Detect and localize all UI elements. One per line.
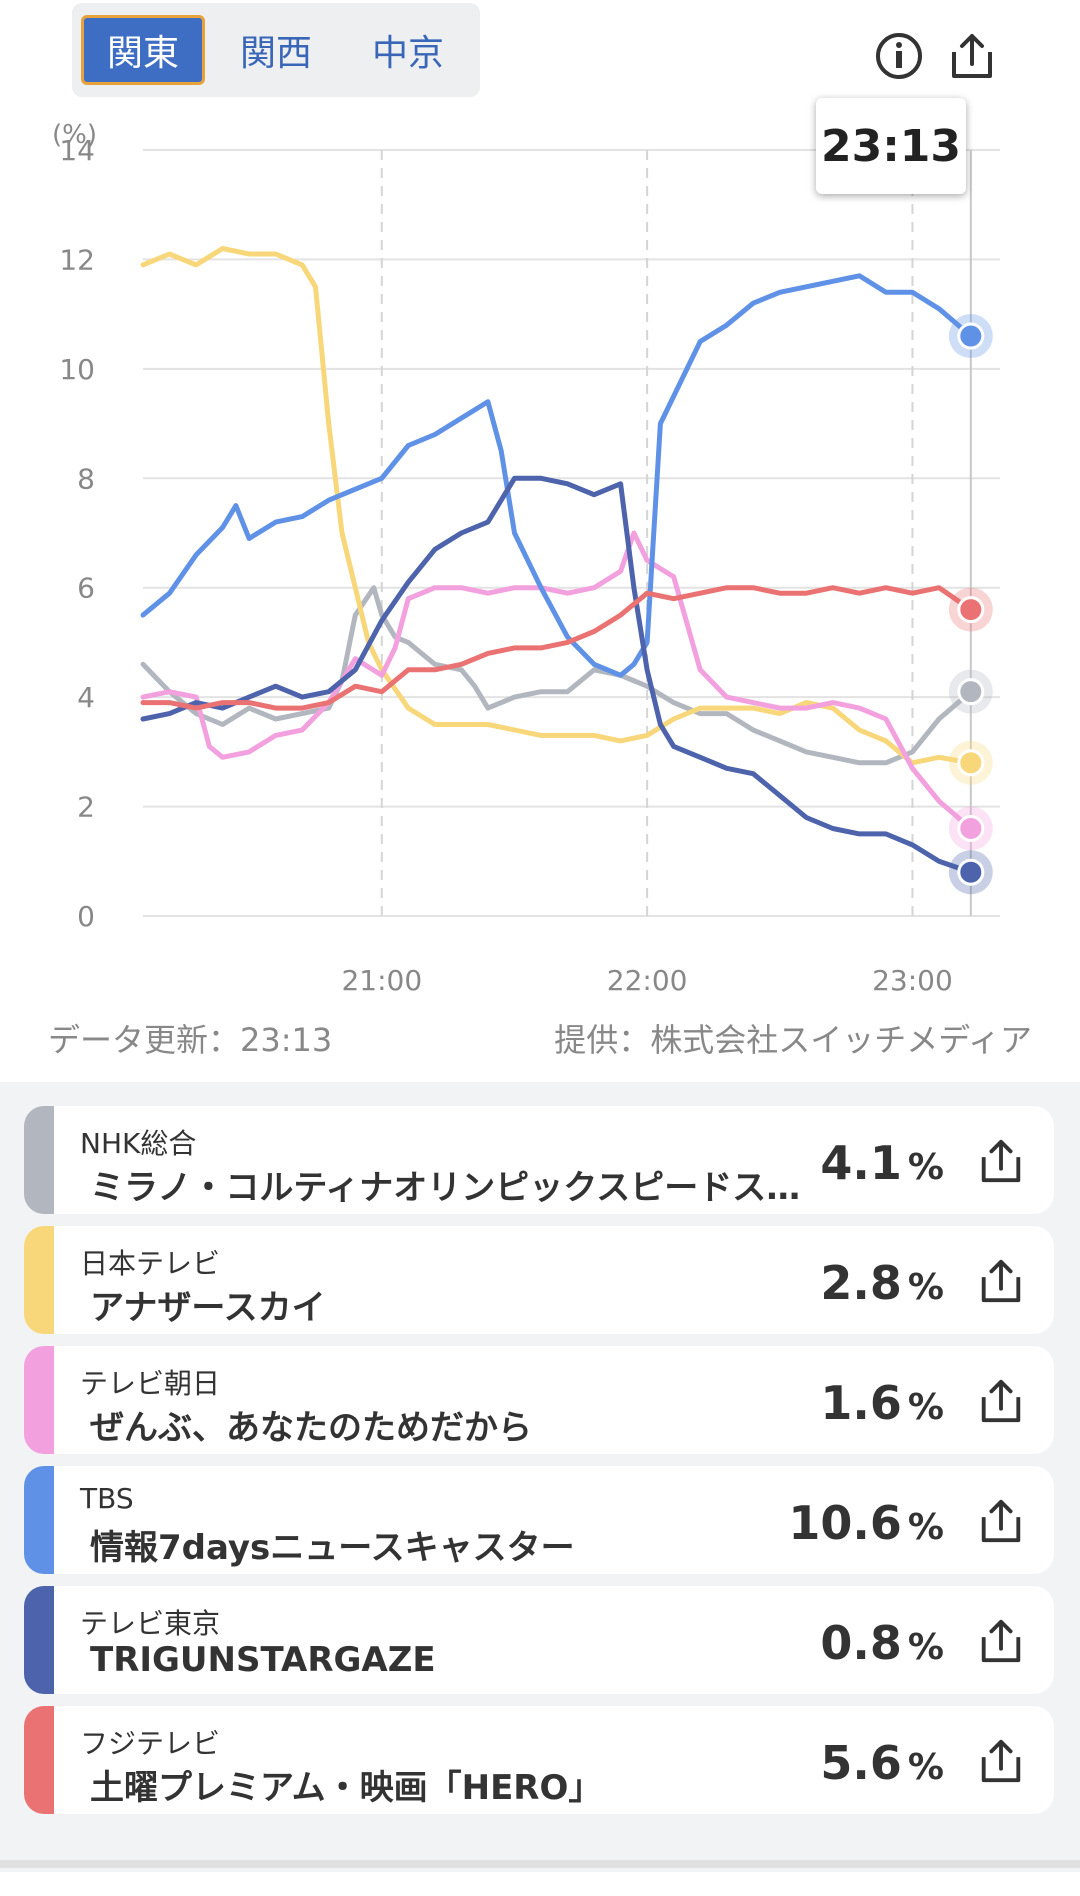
- series-end-point: [957, 678, 985, 706]
- share-icon[interactable]: [976, 1136, 1026, 1186]
- station-name: NHK総合: [80, 1127, 197, 1160]
- update-time-label: データ更新：23:13: [48, 1021, 333, 1059]
- y-tick-label: 4: [77, 681, 95, 714]
- y-tick-label: 12: [59, 243, 95, 276]
- channel-color-stripe: [24, 1586, 54, 1694]
- share-icon[interactable]: [976, 1376, 1026, 1426]
- program-title: TRIGUNSTARGAZE: [90, 1640, 436, 1680]
- share-icon[interactable]: [976, 1736, 1026, 1786]
- channel-color-stripe: [24, 1106, 54, 1214]
- share-icon[interactable]: [976, 1256, 1026, 1306]
- station-name: テレビ朝日: [80, 1367, 221, 1400]
- y-tick-label: 0: [77, 900, 95, 933]
- tab-kansai[interactable]: 関西: [239, 33, 312, 74]
- x-tick-label: 22:00: [607, 964, 688, 997]
- series-line: [140, 530, 974, 831]
- series-end-point: [957, 322, 985, 350]
- rating-value: 2.8%: [820, 1256, 944, 1310]
- channel-card[interactable]: テレビ東京 TRIGUNSTARGAZE 0.8%: [24, 1586, 1054, 1694]
- channel-color-stripe: [24, 1346, 54, 1454]
- channel-color-stripe: [24, 1706, 54, 1814]
- provider-label: 提供：株式会社スイッチメディア: [554, 1021, 1032, 1059]
- channel-card[interactable]: TBS 情報7daysニュースキャスター 10.6%: [24, 1466, 1054, 1574]
- station-name: 日本テレビ: [80, 1247, 221, 1280]
- chart-series: [140, 246, 974, 875]
- x-tick-label: 23:00: [872, 964, 953, 997]
- y-tick-label: 8: [77, 462, 95, 495]
- chart-markers: [948, 314, 993, 895]
- y-tick-label: 10: [59, 353, 95, 386]
- channel-color-stripe: [24, 1226, 54, 1334]
- y-tick-label: 6: [77, 572, 95, 605]
- channel-card[interactable]: テレビ朝日ぜんぶ、あなたのためだから 1.6%: [24, 1346, 1054, 1454]
- rating-value: 4.1%: [820, 1136, 944, 1190]
- rating-chart: 0 2 4 6 8 10 12 14(%) 21:00 22:00 23:00: [52, 120, 1000, 997]
- time-tooltip: 23:13: [816, 98, 966, 194]
- program-title: 土曜プレミアム・映画「HERO」: [90, 1768, 603, 1808]
- info-icon[interactable]: [873, 30, 925, 82]
- series-end-point: [957, 749, 985, 777]
- series-line: [140, 475, 974, 875]
- program-title: ぜんぶ、あなたのためだから: [90, 1408, 532, 1448]
- share-icon[interactable]: [946, 30, 998, 82]
- share-icon[interactable]: [976, 1616, 1026, 1666]
- program-title: アナザースカイ: [90, 1288, 326, 1328]
- rating-value: 1.6%: [820, 1376, 944, 1430]
- channel-card[interactable]: NHK総合ミラノ・コルティナオリンピックスピードスケート 4.1%: [24, 1106, 1054, 1214]
- series-line: [140, 246, 974, 766]
- channel-card[interactable]: 日本テレビアナザースカイ 2.8%: [24, 1226, 1054, 1334]
- program-title: ミラノ・コルティナオリンピックスピードスケート: [90, 1168, 830, 1208]
- channel-card[interactable]: フジテレビ土曜プレミアム・映画「HERO」 5.6%: [24, 1706, 1054, 1814]
- series-end-point: [957, 814, 985, 842]
- share-icon[interactable]: [976, 1496, 1026, 1546]
- station-name: フジテレビ: [80, 1727, 221, 1760]
- chart-grid: [143, 149, 1000, 917]
- y-tick-label: 14: [59, 134, 95, 167]
- station-name: テレビ東京: [80, 1607, 221, 1640]
- program-title: 情報7daysニュースキャスター: [90, 1528, 575, 1568]
- series-line: [140, 585, 974, 766]
- rating-value: 10.6%: [788, 1496, 944, 1550]
- series-line: [140, 585, 974, 711]
- y-tick-label: 2: [77, 791, 95, 824]
- rating-value: 0.8%: [820, 1616, 944, 1670]
- station-name: TBS: [80, 1482, 134, 1515]
- series-line: [140, 273, 974, 678]
- x-tick-label: 21:00: [341, 964, 422, 997]
- divider: [0, 1860, 1080, 1868]
- series-end-point: [957, 858, 985, 886]
- tab-chukyo[interactable]: 中京: [371, 33, 444, 74]
- series-end-point: [957, 596, 985, 624]
- channel-color-stripe: [24, 1466, 54, 1574]
- rating-value: 5.6%: [820, 1736, 944, 1790]
- tab-kanto[interactable]: 関東: [81, 15, 205, 85]
- y-axis-label: (%): [52, 120, 97, 150]
- chart-labels: 0 2 4 6 8 10 12 14(%) 21:00 22:00 23:00: [52, 120, 953, 997]
- region-tab-bar: 関東 関西 中京: [72, 3, 480, 97]
